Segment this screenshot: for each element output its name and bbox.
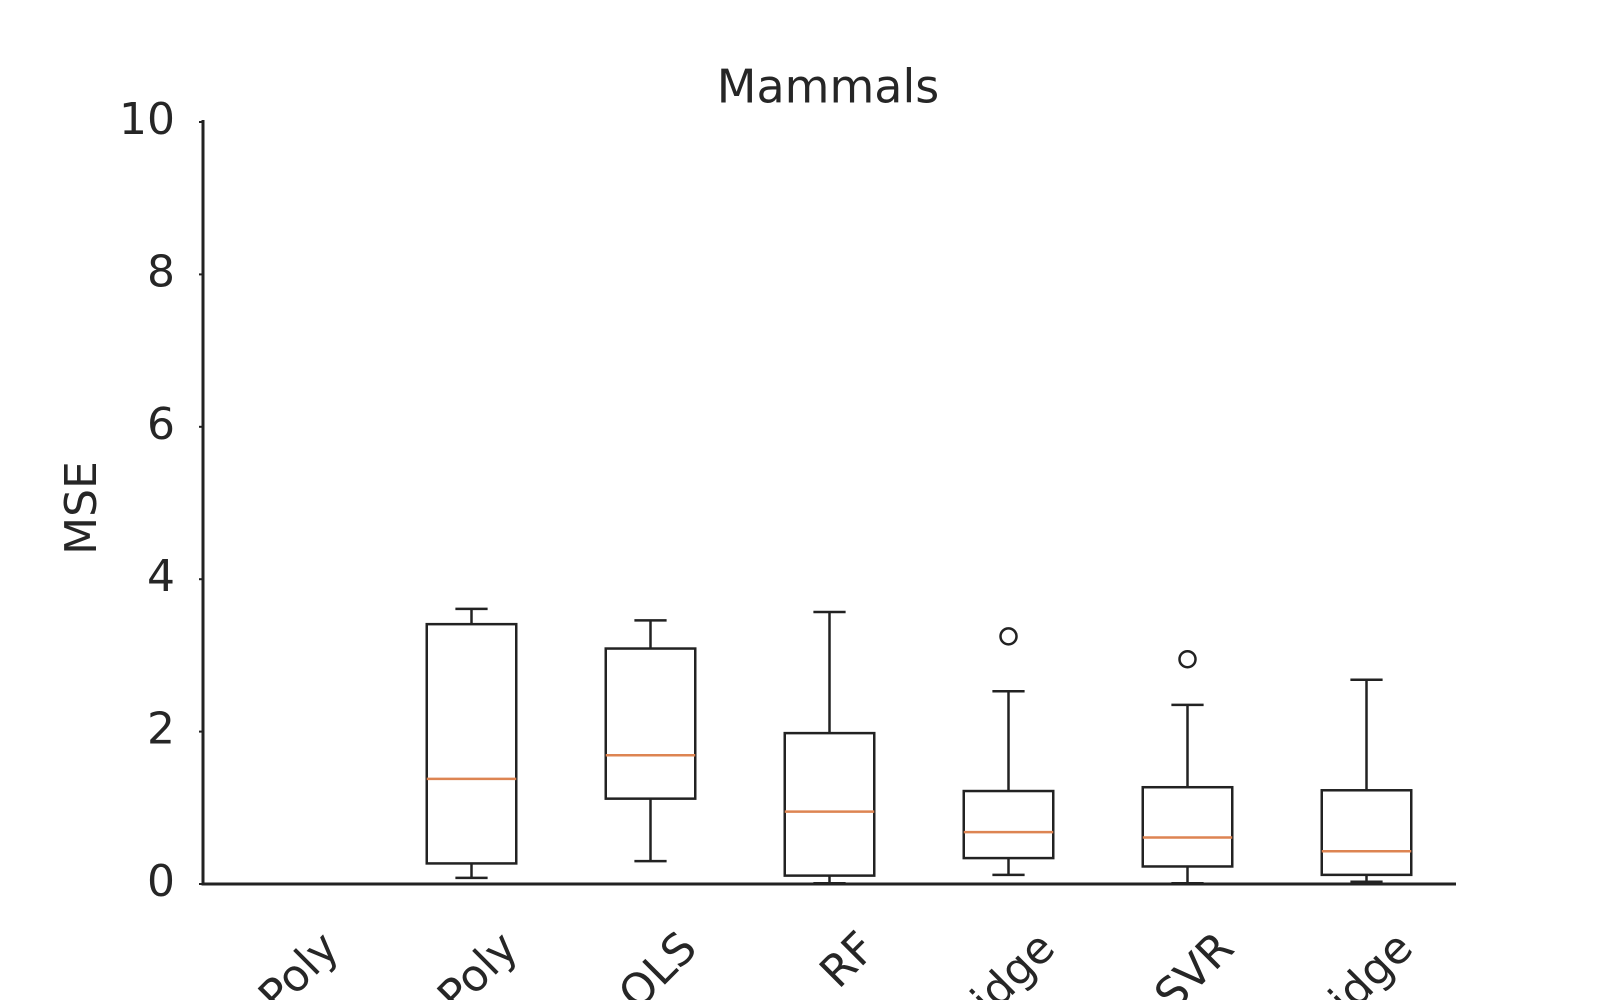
y-tick-label: 0 — [147, 856, 175, 907]
box — [783, 731, 876, 877]
box — [425, 622, 518, 865]
x-tick-label: RF — [810, 922, 886, 998]
box — [1141, 785, 1234, 868]
y-tick-label: 2 — [147, 704, 175, 755]
box — [604, 647, 697, 800]
x-tick-label: SVR — [1145, 922, 1244, 1000]
outlier — [1178, 649, 1197, 669]
y-tick-label: 4 — [147, 551, 175, 602]
y-tick-label: 6 — [147, 399, 175, 450]
chart-title: Mammals — [717, 60, 939, 114]
x-tick-label: -Poly — [238, 922, 349, 1000]
x-tick-label: OLS — [609, 922, 707, 1000]
outlier — [999, 627, 1018, 646]
box — [1320, 789, 1413, 877]
y-tick-label: 10 — [119, 94, 175, 145]
y-tick-label: 8 — [147, 246, 175, 297]
y-axis-label: MSE — [56, 461, 107, 555]
box — [962, 789, 1055, 860]
x-tick-label: Ridge — [940, 922, 1065, 1000]
x-tick-label: e Poly — [399, 922, 528, 1000]
x-tick-label: Ridge — [1298, 922, 1423, 1000]
